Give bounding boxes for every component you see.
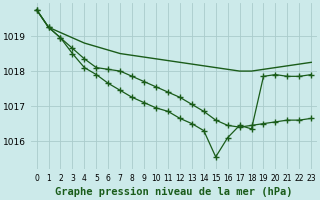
X-axis label: Graphe pression niveau de la mer (hPa): Graphe pression niveau de la mer (hPa) — [55, 187, 293, 197]
